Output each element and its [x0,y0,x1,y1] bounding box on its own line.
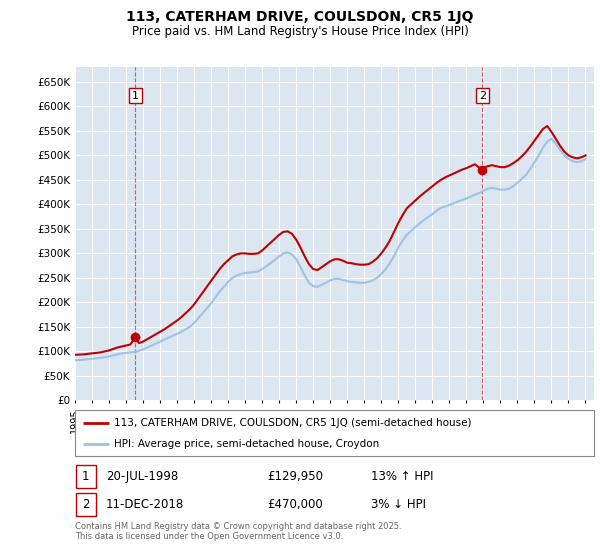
Text: 20-JUL-1998: 20-JUL-1998 [106,470,178,483]
Bar [76,465,96,488]
Text: 113, CATERHAM DRIVE, COULSDON, CR5 1JQ (semi-detached house): 113, CATERHAM DRIVE, COULSDON, CR5 1JQ (… [114,418,472,428]
Text: £470,000: £470,000 [267,498,323,511]
Text: £129,950: £129,950 [267,470,323,483]
Text: 11-DEC-2018: 11-DEC-2018 [106,498,184,511]
Text: 113, CATERHAM DRIVE, COULSDON, CR5 1JQ: 113, CATERHAM DRIVE, COULSDON, CR5 1JQ [126,10,474,24]
Bar [76,493,96,516]
Text: 2: 2 [479,91,486,101]
Text: Contains HM Land Registry data © Crown copyright and database right 2025.
This d: Contains HM Land Registry data © Crown c… [75,522,401,542]
Text: 2: 2 [82,498,89,511]
Text: 3% ↓ HPI: 3% ↓ HPI [371,498,426,511]
Text: 1: 1 [132,91,139,101]
Text: 1: 1 [82,470,89,483]
Text: Price paid vs. HM Land Registry's House Price Index (HPI): Price paid vs. HM Land Registry's House … [131,25,469,38]
Text: HPI: Average price, semi-detached house, Croydon: HPI: Average price, semi-detached house,… [114,439,379,449]
Text: 13% ↑ HPI: 13% ↑ HPI [371,470,433,483]
